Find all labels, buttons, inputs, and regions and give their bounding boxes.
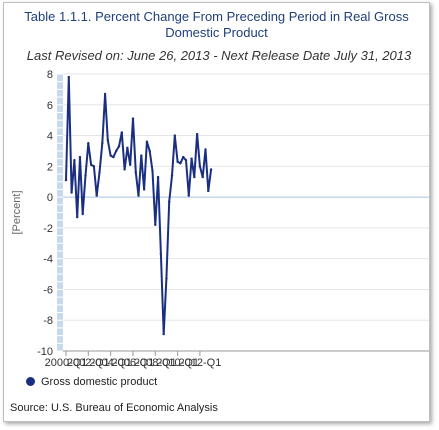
- data-point: [81, 212, 84, 216]
- data-point: [142, 188, 146, 191]
- data-point: [123, 168, 126, 171]
- data-point: [109, 154, 112, 157]
- data-point: [95, 194, 98, 197]
- data-point: [106, 138, 110, 142]
- data-point: [148, 149, 151, 153]
- data-point: [156, 175, 160, 179]
- data-point: [193, 175, 196, 179]
- x-tick-label: 2006-Q1: [112, 357, 155, 369]
- data-point: [92, 165, 96, 168]
- y-tick-label: -4: [43, 254, 53, 266]
- data-point: [190, 157, 193, 160]
- data-point: [134, 171, 137, 174]
- data-point: [78, 155, 82, 159]
- data-point: [168, 200, 171, 203]
- data-point: [181, 155, 185, 159]
- data-point: [187, 194, 190, 197]
- x-tick-label: 2000-Q1: [45, 357, 88, 369]
- y-tick-label: 6: [47, 100, 53, 112]
- data-point: [112, 155, 115, 159]
- y-tick-label: 8: [47, 69, 53, 81]
- source-note: Source: U.S. Bureau of Economic Analysis: [10, 402, 218, 414]
- data-point: [204, 148, 207, 151]
- data-point: [198, 165, 202, 168]
- data-point: [98, 171, 101, 174]
- data-point: [131, 117, 135, 120]
- data-point: [84, 174, 87, 177]
- y-tick-label: -10: [37, 346, 53, 358]
- data-point: [75, 215, 79, 219]
- data-point: [176, 160, 179, 163]
- y-tick-label: 4: [47, 131, 53, 143]
- x-tick-label: 2004-Q1: [89, 357, 132, 369]
- data-point: [89, 163, 93, 166]
- chart-frame: Table 1.1.1. Percent Change From Precedi…: [3, 2, 430, 422]
- data-point: [117, 145, 121, 148]
- data-point: [165, 277, 168, 280]
- data-point: [170, 174, 174, 177]
- data-point: [209, 168, 213, 171]
- data-point: [145, 140, 149, 143]
- data-point: [162, 332, 165, 336]
- data-point: [159, 252, 163, 256]
- data-point: [154, 223, 157, 227]
- data-point: [201, 175, 204, 179]
- data-point: [128, 163, 132, 166]
- chart-title: Table 1.1.1. Percent Change From Precedi…: [24, 9, 409, 40]
- y-tick-label: -8: [43, 315, 53, 327]
- y-tick-label: -2: [43, 223, 53, 235]
- data-point: [137, 194, 140, 197]
- data-point: [101, 142, 104, 145]
- y-tick-label: -6: [43, 284, 53, 296]
- y-axis-title: [Percent]: [11, 190, 23, 234]
- x-tick-label: 2012-Q1: [179, 357, 222, 369]
- y-tick-label: 0: [47, 192, 53, 204]
- data-point: [207, 189, 210, 193]
- legend-marker-icon: [26, 377, 35, 386]
- legend: Gross domestic product: [26, 376, 157, 388]
- data-point: [103, 92, 107, 96]
- data-point: [173, 134, 177, 137]
- data-point: [179, 162, 182, 165]
- x-tick-label: 2010-Q1: [156, 357, 199, 369]
- data-point: [140, 154, 143, 157]
- y-tick-label: 2: [47, 161, 53, 173]
- data-point: [120, 131, 124, 134]
- data-point: [87, 142, 90, 145]
- legend-label[interactable]: Gross domestic product: [41, 376, 158, 388]
- data-point: [126, 146, 129, 150]
- x-tick-label: 2002-Q1: [67, 357, 110, 369]
- data-point: [195, 132, 199, 136]
- data-point: [67, 75, 70, 79]
- series-line-gdp: [65, 76, 213, 336]
- chart-subtitle: Last Revised on: June 26, 2013 - Next Re…: [26, 48, 412, 63]
- line-chart: 86420-2-4-6-8-10[Percent]2000-Q12002-Q12…: [11, 69, 429, 369]
- data-point: [70, 191, 73, 194]
- data-point: [184, 158, 188, 162]
- data-point: [64, 178, 68, 182]
- data-point: [73, 158, 76, 162]
- x-tick-label: 2008-Q1: [134, 357, 177, 369]
- data-point: [115, 149, 118, 153]
- data-point: [151, 169, 154, 173]
